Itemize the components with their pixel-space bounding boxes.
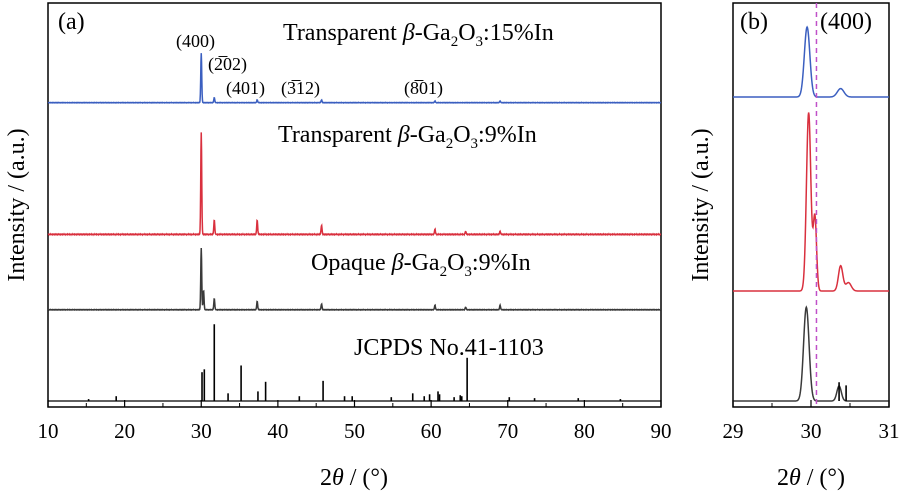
x-tick-label: 90	[651, 419, 672, 443]
series-label-opaque-9: Opaque β-Ga2O3:9%In	[311, 250, 531, 280]
x-tick-label: 70	[497, 419, 518, 443]
x-tick-label: 40	[267, 419, 288, 443]
peak-label-401: (401)	[226, 78, 265, 99]
x-tick-label: 20	[114, 419, 135, 443]
x-tick-label: 30	[191, 419, 212, 443]
zoom-trace-2	[733, 305, 889, 402]
x-tick-label: 80	[574, 419, 595, 443]
panel-a: 10 20 30 40 50 60 70 80 90 (a) Transparent β-Ga2…	[4, 2, 672, 491]
xrd-trace-1	[47, 132, 662, 237]
panel-b-x-axis: 29 30 31	[723, 400, 900, 443]
panel-b: 29 30 31 (b) (400) 2θ / (°) Intensity / (a…	[688, 2, 900, 491]
x-tick-label: 50	[344, 419, 365, 443]
peak-label-400: (400)	[176, 31, 215, 52]
panel-a-x-axis: 10 20 30 40 50 60 70 80 90	[38, 400, 672, 443]
panel-b-annotation: (400)	[820, 9, 872, 35]
panel-a-traces	[47, 53, 662, 402]
peak-label-801: (8̅01)	[404, 78, 443, 99]
xrd-trace-0	[47, 53, 661, 104]
series-label-transparent-9: Transparent β-Ga2O3:9%In	[278, 122, 537, 152]
panel-b-x-title: 2θ / (°)	[777, 465, 845, 491]
series-label-transparent-15: Transparent β-Ga2O3:15%In	[283, 20, 554, 50]
series-label-jcpds: JCPDS No.41-1103	[354, 335, 544, 361]
panel-b-traces	[733, 3, 889, 407]
panel-a-label: (a)	[58, 9, 85, 35]
xrd-trace-2	[47, 247, 661, 312]
peak-label-312: (3̅12)	[281, 78, 320, 99]
x-tick-label: 31	[879, 419, 900, 443]
x-tick-label: 29	[723, 419, 744, 443]
x-tick-label: 30	[801, 419, 822, 443]
panel-a-y-title: Intensity / (a.u.)	[4, 128, 30, 281]
x-tick-label: 10	[38, 419, 59, 443]
panel-b-label: (b)	[740, 9, 768, 35]
zoom-trace-1	[733, 112, 889, 292]
panel-b-y-title: Intensity / (a.u.)	[688, 128, 714, 281]
x-tick-label: 60	[421, 419, 442, 443]
peak-label-202: (2̅02)	[208, 54, 247, 75]
zoom-trace-0	[733, 25, 889, 98]
panel-a-x-title: 2θ / (°)	[320, 465, 388, 491]
